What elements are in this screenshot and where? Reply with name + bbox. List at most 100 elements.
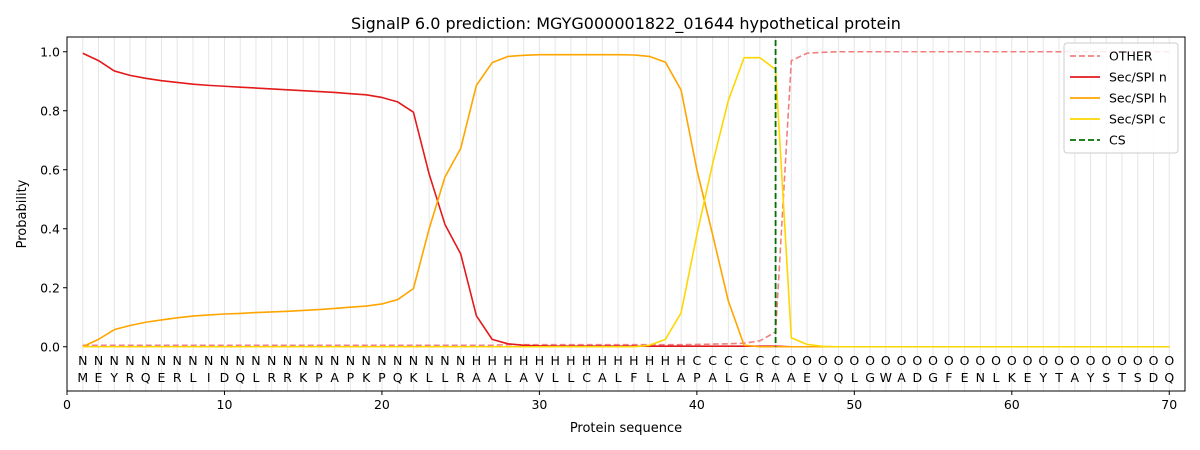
region-label: O <box>1117 353 1127 368</box>
region-label: N <box>78 353 87 368</box>
series-line <box>82 50 1170 347</box>
region-label: O <box>1038 353 1048 368</box>
residue-letter: Q <box>141 370 151 385</box>
y-tick-label: 0.0 <box>40 339 60 354</box>
residue-letter: Q <box>1164 370 1174 385</box>
region-label: N <box>377 353 386 368</box>
residue-letter: A <box>330 370 339 385</box>
y-tick-label: 0.2 <box>40 280 60 295</box>
residue-letter: L <box>662 370 669 385</box>
residue-letter: A <box>598 370 607 385</box>
y-axis-label: Probability <box>15 179 30 248</box>
y-tick-label: 0.6 <box>40 162 60 177</box>
region-label: N <box>314 353 323 368</box>
residue-letter: L <box>552 370 559 385</box>
x-tick-label: 30 <box>531 397 547 412</box>
residue-annotations: NMNENYNRNQNENRNLNINDNQNLNRNRNKNPNANPNKNP… <box>77 353 1174 385</box>
region-label: N <box>141 353 150 368</box>
region-label: H <box>503 353 512 368</box>
region-label: O <box>975 353 985 368</box>
region-label: O <box>849 353 859 368</box>
region-label: O <box>818 353 828 368</box>
series-line <box>82 56 1170 348</box>
x-axis-label: Protein sequence <box>570 421 682 436</box>
residue-letter: V <box>819 370 828 385</box>
residue-letter: Q <box>393 370 403 385</box>
region-label: O <box>1133 353 1143 368</box>
residue-letter: K <box>299 370 308 385</box>
chart-title: SignalP 6.0 prediction: MGYG000001822_01… <box>351 14 901 34</box>
residue-letter: G <box>928 370 938 385</box>
residue-letter: T <box>1054 370 1063 385</box>
residue-letter: T <box>1117 370 1126 385</box>
residue-letter: L <box>189 370 196 385</box>
region-label: H <box>519 353 528 368</box>
x-tick-label: 20 <box>374 397 390 412</box>
legend-box <box>1063 42 1179 154</box>
legend-label: Sec/SPI n <box>1109 70 1167 85</box>
region-label: O <box>1149 353 1159 368</box>
x-tick-label: 70 <box>1161 397 1177 412</box>
residue-letter: E <box>158 370 166 385</box>
region-label: N <box>110 353 119 368</box>
region-label: O <box>897 353 907 368</box>
x-tick-label: 60 <box>1004 397 1020 412</box>
residue-letter: E <box>803 370 811 385</box>
region-label: C <box>755 353 764 368</box>
residue-letter: A <box>519 370 528 385</box>
residue-letter: G <box>865 370 875 385</box>
residue-letter: K <box>409 370 418 385</box>
residue-letter: L <box>252 370 259 385</box>
x-axis-ticks: 0 10 20 30 40 50 60 70 <box>63 391 1177 412</box>
residue-letter: A <box>771 370 780 385</box>
residue-letter: L <box>426 370 433 385</box>
x-grid <box>82 37 1170 391</box>
region-label: N <box>440 353 449 368</box>
residue-letter: V <box>535 370 544 385</box>
region-label: C <box>708 353 717 368</box>
region-label: N <box>204 353 213 368</box>
region-label: O <box>960 353 970 368</box>
region-label: H <box>535 353 544 368</box>
x-tick-label: 50 <box>846 397 862 412</box>
region-label: N <box>157 353 166 368</box>
residue-letter: L <box>567 370 574 385</box>
region-label: H <box>566 353 575 368</box>
residue-letter: W <box>880 370 892 385</box>
region-label: N <box>330 353 339 368</box>
region-label: O <box>1007 353 1017 368</box>
residue-letter: A <box>1070 370 1079 385</box>
residue-letter: F <box>630 370 637 385</box>
residue-letter: L <box>725 370 732 385</box>
residue-letter: A <box>677 370 686 385</box>
residue-letter: N <box>976 370 985 385</box>
region-label: O <box>1101 353 1111 368</box>
residue-letter: A <box>708 370 717 385</box>
residue-letter: I <box>207 370 211 385</box>
x-tick-label: 40 <box>689 397 705 412</box>
residue-letter: D <box>1149 370 1159 385</box>
region-label: C <box>724 353 733 368</box>
residue-letter: S <box>1134 370 1142 385</box>
residue-letter: S <box>1102 370 1110 385</box>
region-label: O <box>802 353 812 368</box>
region-label: N <box>125 353 134 368</box>
residue-letter: E <box>95 370 103 385</box>
residue-letter: R <box>126 370 135 385</box>
legend-label: Sec/SPI h <box>1109 91 1167 106</box>
residue-letter: Y <box>1086 370 1095 385</box>
residue-letter: A <box>897 370 906 385</box>
residue-letter: E <box>961 370 969 385</box>
y-tick-label: 1.0 <box>40 44 60 59</box>
series-lines <box>82 50 1170 348</box>
region-label: H <box>676 353 685 368</box>
region-label: O <box>912 353 922 368</box>
region-label: N <box>362 353 371 368</box>
y-axis-ticks: 0.0 0.2 0.4 0.6 0.8 1.0 <box>40 44 67 354</box>
residue-letter: Y <box>1038 370 1047 385</box>
residue-letter: A <box>472 370 481 385</box>
residue-letter: C <box>582 370 591 385</box>
region-label: H <box>472 353 481 368</box>
region-label: C <box>740 353 749 368</box>
